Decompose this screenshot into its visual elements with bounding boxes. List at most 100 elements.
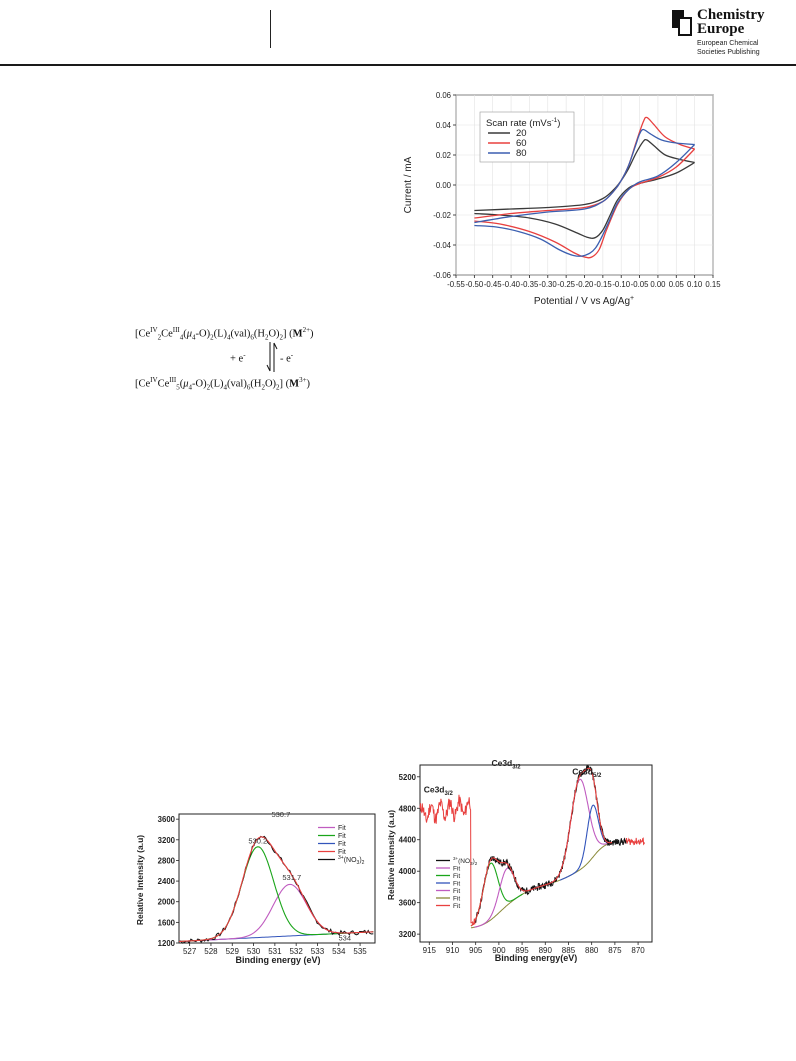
cv-x-tick-label: 0.15 — [705, 280, 721, 289]
ce3d-x-tick-label: 880 — [585, 946, 599, 955]
ce3d-y-tick-label: 4000 — [399, 867, 417, 876]
ce3d-x-tick-label: 875 — [608, 946, 622, 955]
ce3d-y-tick-label: 3600 — [399, 899, 417, 908]
cv-x-tick-label: -0.20 — [576, 280, 594, 289]
cv-x-tick-label: -0.15 — [594, 280, 612, 289]
cv-x-tick-label: -0.10 — [612, 280, 630, 289]
o1s-legend-label: Fit — [338, 841, 346, 848]
scheme-formula-bottom: [CeIVCeIII5(μ4-O)2(L)4(val)6(H2O)2] (M3+… — [135, 376, 311, 392]
ce3d-legend-label: Fit — [453, 873, 460, 880]
cv-x-tick-label: -0.50 — [465, 280, 483, 289]
o1s-x-tick-label: 532 — [289, 947, 303, 956]
cv-x-tick-label: -0.35 — [521, 280, 539, 289]
cv-series-80-cathodic — [474, 144, 696, 258]
cv-series-lines — [474, 116, 696, 259]
header-divider — [270, 10, 271, 48]
ce3d-peak-label: Ce3d3/2 — [491, 760, 521, 770]
cv-x-tick-label: -0.05 — [631, 280, 649, 289]
o1s-legend-label: Fit — [338, 825, 346, 832]
ce3d-x-tick-label: 890 — [539, 946, 553, 955]
logo-name: Chemistry Europe — [697, 7, 765, 37]
cv-series-80-anodic — [474, 128, 695, 224]
ce3d-legend-label: Fit — [453, 896, 460, 903]
ce3d-y-tick-label: 4400 — [399, 836, 417, 845]
ce3d-plot-area — [419, 764, 653, 943]
cv-x-tick-label: -0.40 — [502, 280, 520, 289]
cv-legend-label: 20 — [516, 128, 527, 139]
xps-ce3d-chart: 915 910 905 900 895 890 885 880 875 870 3200 3600 4… — [386, 760, 653, 963]
header-rule — [0, 64, 796, 66]
o1s-y-tick-label: 3200 — [158, 836, 176, 845]
cv-x-tick-label: -0.45 — [484, 280, 502, 289]
cv-legend-title: Scan rate (mVs-1) — [486, 117, 560, 129]
o1s-x-ticks: 527 528 529 530 531 532 533 534 535 — [183, 943, 367, 956]
cv-x-tick-label: -0.30 — [539, 280, 557, 289]
cv-series-20-cathodic — [474, 161, 695, 239]
cv-legend-label: 60 — [516, 138, 527, 149]
ce3d-peak-label: Ce3d5/2 — [572, 766, 602, 779]
ce3d-fit-envelope — [470, 767, 613, 927]
ce3d-y-tick-label: 3200 — [399, 930, 417, 939]
ce3d-y-ticks: 3200 3600 4000 4400 4800 5200 — [399, 773, 420, 939]
ce3d-series-lines — [419, 764, 646, 929]
cv-y-tick-label: 0.04 — [436, 121, 452, 130]
o1s-y-axis-label: Relative Intensity (a.u) — [135, 835, 145, 925]
cv-y-axis-label: Current / mA — [403, 156, 414, 213]
o1s-x-tick-label: 528 — [204, 947, 218, 956]
o1s-y-ticks: 1200 1600 2000 2400 2800 3200 3600 — [158, 815, 179, 948]
ce3d-legend-label: 3+(NO3)2 — [453, 856, 478, 866]
ce3d-data-trace-left — [419, 794, 478, 926]
cv-series-20-anodic — [474, 138, 695, 212]
cv-x-tick-label: -0.25 — [557, 280, 575, 289]
cv-y-tick-label: -0.02 — [433, 211, 451, 220]
o1s-y-tick-label: 2800 — [158, 856, 176, 865]
scheme-formula-top: [CeIV2CeIII4(μ4-O)2(L)4(val)6(H2O)2] (M2… — [135, 326, 314, 342]
o1s-x-tick-label: 530 — [247, 947, 261, 956]
o1s-legend-label: 3+(NO3)2 — [338, 855, 365, 866]
o1s-y-tick-label: 1600 — [158, 918, 176, 927]
ce3d-x-tick-label: 870 — [631, 946, 645, 955]
logo-name-line1: Chemistry — [697, 7, 765, 23]
ce3d-x-tick-label: 885 — [562, 946, 576, 955]
o1s-y-tick-label: 2000 — [158, 898, 176, 907]
ce3d-legend-label: Fit — [453, 888, 460, 895]
o1s-peak-label: 530.2 — [248, 836, 267, 845]
ce3d-x-tick-label: 910 — [446, 946, 460, 955]
cv-series-60-cathodic — [474, 148, 696, 259]
o1s-y-tick-label: 1200 — [158, 939, 176, 948]
logo-sub-line1: European Chemical — [697, 40, 759, 47]
o1s-y-tick-label: 2400 — [158, 877, 176, 886]
cv-x-tick-label: 0.00 — [650, 280, 666, 289]
cv-y-ticks: -0.06 -0.04 -0.02 0.00 0.02 0.04 0.06 — [433, 91, 456, 280]
o1s-legend-label: Fit — [338, 849, 346, 856]
chemistry-europe-logo-icon — [672, 10, 692, 36]
cv-y-tick-label: 0.06 — [436, 91, 451, 100]
ce3d-x-tick-label: 895 — [515, 946, 529, 955]
logo-name-line2: Europe — [697, 21, 745, 37]
cv-y-tick-label: 0.00 — [436, 181, 452, 190]
ce3d-x-tick-label: 900 — [492, 946, 506, 955]
o1s-x-axis-label: Binding energy (eV) — [235, 955, 320, 965]
cv-x-tick-label: 0.05 — [669, 280, 685, 289]
cv-x-tick-label: 0.10 — [687, 280, 703, 289]
o1s-peak-label: 530.7 — [271, 810, 290, 819]
cv-legend-label: 80 — [516, 148, 527, 159]
o1s-series-lines — [178, 835, 374, 944]
equilibrium-arrows-icon — [266, 342, 278, 372]
cv-y-tick-label: -0.06 — [433, 271, 451, 280]
o1s-peak-label: 534 — [339, 933, 352, 942]
o1s-legend-label: Fit — [338, 833, 346, 840]
cv-x-axis-label: Potential / V vs Ag/Ag+ — [534, 295, 634, 307]
scheme-oxidation-label: - e- — [280, 351, 294, 365]
o1s-peak-labels: 530.7 530.2 531.7 534 — [248, 810, 351, 942]
o1s-y-tick-label: 3600 — [158, 815, 176, 824]
ce3d-peak-labels: Ce3d3/2 Ce3d3/2 Ce3d5/2 — [424, 760, 602, 797]
ce3d-fit-peak — [559, 804, 613, 881]
cv-x-tick-label: -0.55 — [447, 280, 465, 289]
cyclic-voltammetry-chart: -0.55 -0.50 -0.45 -0.40 -0.35 -0.30 -0.25 -0.20… — [403, 91, 721, 307]
ce3d-legend-label: Fit — [453, 866, 460, 873]
ce3d-x-tick-label: 905 — [469, 946, 483, 955]
